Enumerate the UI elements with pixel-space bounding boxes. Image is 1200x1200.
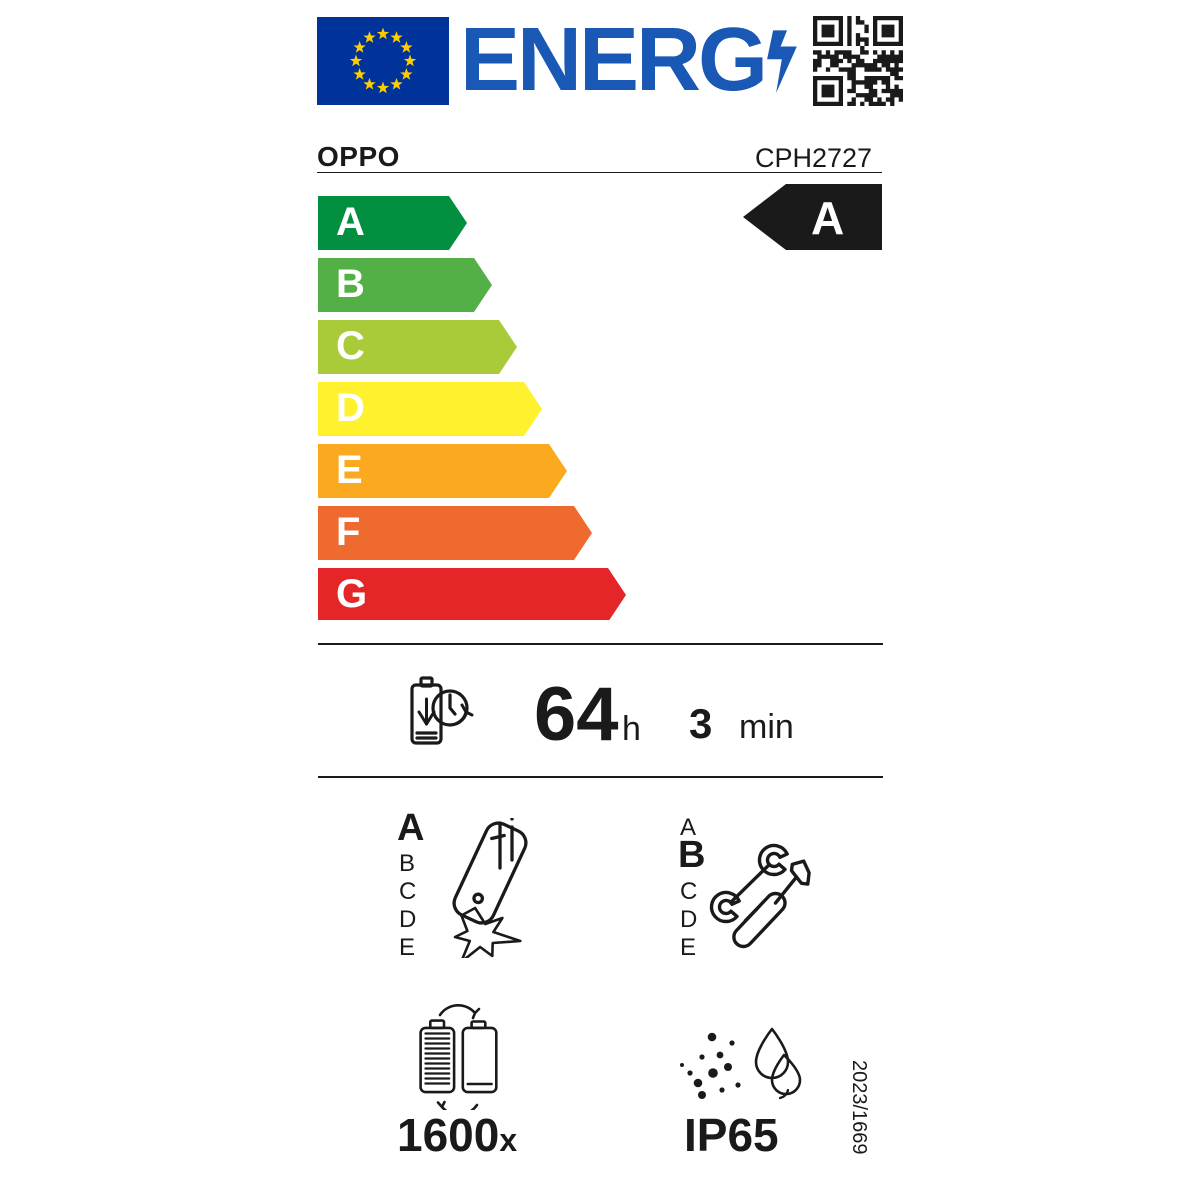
svg-text:A: A [397,807,424,849]
svg-text:D: D [680,906,697,933]
svg-text:E: E [336,448,363,492]
svg-text:B: B [336,262,365,306]
svg-text:F: F [336,510,360,554]
svg-text:h: h [622,710,641,748]
svg-text:min: min [739,708,794,746]
svg-text:D: D [336,386,365,430]
svg-text:C: C [399,878,416,905]
svg-text:ENERG: ENERG [460,10,765,108]
svg-text:E: E [680,934,696,961]
svg-text:E: E [399,934,415,961]
svg-text:A: A [811,192,844,244]
svg-text:B: B [399,850,415,877]
svg-text:3: 3 [689,700,712,747]
svg-text:G: G [336,572,367,616]
svg-text:C: C [336,324,365,368]
svg-text:A: A [336,200,365,244]
svg-text:C: C [680,878,697,905]
svg-text:D: D [399,906,416,933]
svg-text:64: 64 [534,672,619,757]
